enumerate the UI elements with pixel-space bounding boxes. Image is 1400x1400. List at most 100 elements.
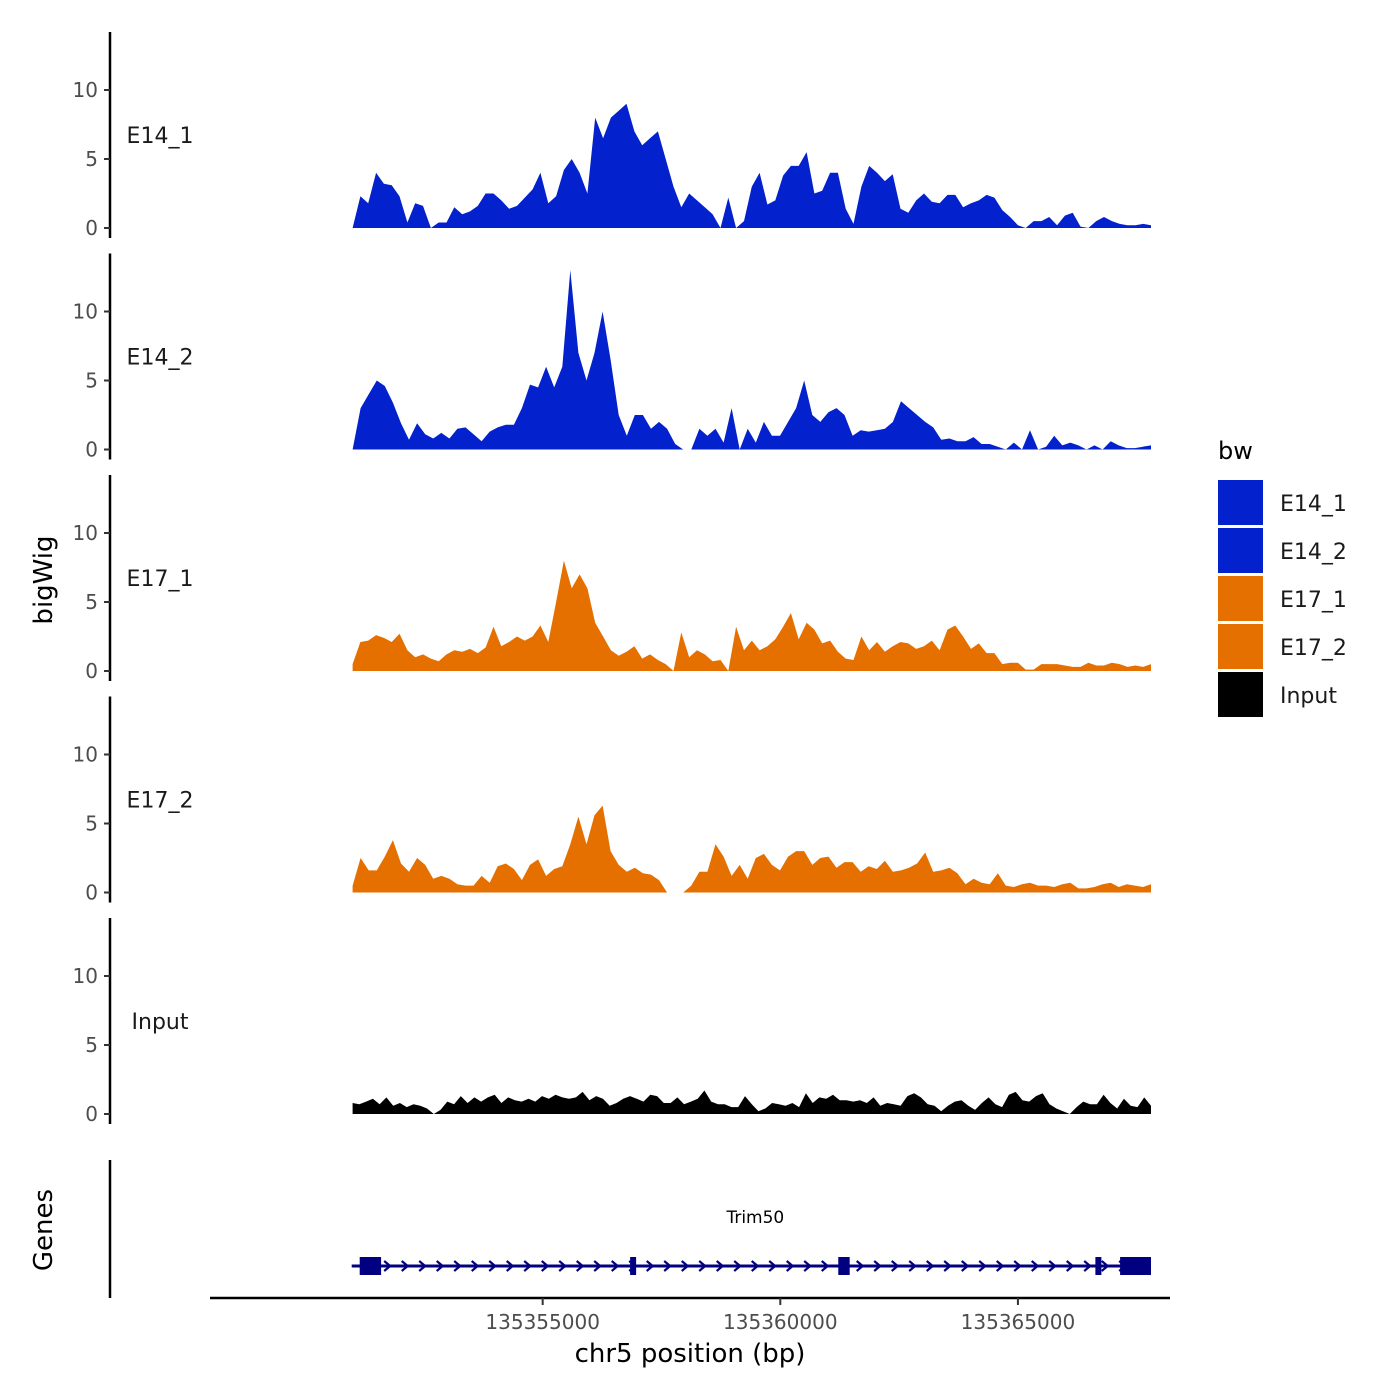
strand-arrow bbox=[645, 1260, 655, 1272]
legend: bw E14_1 E14_2 E17_1 E17_2 Input bbox=[1218, 437, 1347, 717]
legend-swatch bbox=[1218, 624, 1263, 669]
track-label: E14_2 bbox=[127, 346, 194, 371]
track-E14_2: 0 5 10 E14_2 bbox=[73, 253, 1152, 462]
strand-arrow bbox=[558, 1260, 567, 1272]
strand-arrow bbox=[1065, 1260, 1075, 1272]
legend-title: bw bbox=[1218, 437, 1253, 465]
strand-arrow bbox=[470, 1260, 480, 1272]
strand-arrow bbox=[978, 1260, 987, 1272]
strand-arrow bbox=[803, 1260, 812, 1272]
track-E17_2: 0 5 10 E17_2 bbox=[73, 696, 1152, 905]
y-tick-label: 5 bbox=[85, 590, 98, 614]
strand-arrow bbox=[575, 1260, 585, 1272]
x-axis: 135355000 135360000 135365000 bbox=[210, 1296, 1170, 1334]
y-tick-label: 10 bbox=[73, 78, 98, 102]
strand-arrow bbox=[610, 1260, 620, 1272]
strand-arrow bbox=[1048, 1260, 1057, 1272]
track-label: E17_2 bbox=[127, 789, 194, 814]
signal-area-E17_1 bbox=[352, 560, 1152, 671]
strand-arrow bbox=[768, 1260, 777, 1272]
x-tick-label: 135355000 bbox=[485, 1310, 600, 1334]
strand-arrow bbox=[995, 1260, 1005, 1272]
track-label: E17_1 bbox=[127, 567, 194, 592]
legend-label: E17_2 bbox=[1280, 636, 1347, 661]
strand-arrow bbox=[715, 1260, 725, 1272]
y-axis-title: bigWig bbox=[29, 535, 59, 624]
y-tick-label: 0 bbox=[85, 438, 98, 462]
strand-arrow bbox=[663, 1260, 672, 1272]
genes-panel: Trim50 bbox=[108, 1160, 1151, 1298]
strand-arrow bbox=[453, 1260, 462, 1272]
legend-swatch bbox=[1218, 576, 1263, 621]
y-tick-label: 10 bbox=[73, 743, 98, 767]
strand-arrow bbox=[925, 1260, 935, 1272]
gene-exon bbox=[838, 1257, 850, 1275]
signal-area-E14_1 bbox=[352, 103, 1152, 228]
y-tick-label: 0 bbox=[85, 659, 98, 683]
strand-arrow bbox=[873, 1260, 882, 1272]
strand-arrow bbox=[750, 1260, 760, 1272]
genes-track-title: Genes bbox=[29, 1189, 59, 1271]
strand-arrow bbox=[1013, 1260, 1022, 1272]
legend-label: E14_2 bbox=[1280, 540, 1347, 565]
track-E17_1: 0 5 10 E17_1 bbox=[73, 475, 1152, 683]
strand-arrow bbox=[698, 1260, 707, 1272]
strand-arrow bbox=[733, 1260, 742, 1272]
y-tick-label: 0 bbox=[85, 1102, 98, 1126]
signal-area-E14_2 bbox=[352, 270, 1152, 450]
strand-arrow bbox=[1030, 1260, 1040, 1272]
y-tick-label: 0 bbox=[85, 881, 98, 905]
strand-arrow bbox=[855, 1260, 865, 1272]
legend-label: E17_1 bbox=[1280, 588, 1347, 613]
strand-arrow bbox=[785, 1260, 795, 1272]
signal-area-E17_2 bbox=[352, 805, 1152, 893]
x-axis-title: chr5 position (bp) bbox=[575, 1339, 806, 1369]
strand-arrow bbox=[890, 1260, 900, 1272]
strand-arrow bbox=[820, 1260, 830, 1272]
y-tick-label: 5 bbox=[85, 147, 98, 171]
legend-entry-E17_1: E17_1 bbox=[1218, 576, 1347, 621]
track-label: Input bbox=[132, 1010, 189, 1035]
gene-name-label: Trim50 bbox=[725, 1208, 784, 1228]
strand-arrow bbox=[435, 1260, 445, 1272]
strand-arrow bbox=[960, 1260, 970, 1272]
legend-label: E14_1 bbox=[1280, 492, 1347, 517]
strand-arrow bbox=[488, 1260, 497, 1272]
signal-area-Input bbox=[352, 1090, 1152, 1114]
y-tick-label: 10 bbox=[73, 521, 98, 545]
y-tick-label: 5 bbox=[85, 812, 98, 836]
y-tick-label: 0 bbox=[85, 216, 98, 240]
y-tick-label: 5 bbox=[85, 369, 98, 393]
x-tick-label: 135360000 bbox=[723, 1310, 838, 1334]
strand-arrow bbox=[908, 1260, 917, 1272]
legend-swatch bbox=[1218, 672, 1263, 717]
strand-arrow bbox=[400, 1260, 410, 1272]
strand-arrow bbox=[505, 1260, 515, 1272]
legend-swatch bbox=[1218, 528, 1263, 573]
gene-exon bbox=[1095, 1257, 1102, 1275]
y-tick-label: 5 bbox=[85, 1033, 98, 1057]
strand-arrow bbox=[943, 1260, 952, 1272]
strand-arrow bbox=[418, 1260, 427, 1272]
legend-entry-Input: Input bbox=[1218, 672, 1337, 717]
track-E14_1: 0 5 10 E14_1 bbox=[73, 32, 1152, 240]
x-tick-label: 135365000 bbox=[961, 1310, 1076, 1334]
track-Input: 0 5 10 Input bbox=[73, 918, 1152, 1126]
legend-swatch bbox=[1218, 480, 1263, 525]
y-tick-label: 10 bbox=[73, 964, 98, 988]
legend-entry-E17_2: E17_2 bbox=[1218, 624, 1347, 669]
gene-exon bbox=[359, 1257, 382, 1275]
strand-arrow bbox=[540, 1260, 550, 1272]
y-tick-label: 10 bbox=[73, 300, 98, 324]
strand-arrow bbox=[1083, 1260, 1092, 1272]
strand-arrow bbox=[383, 1260, 392, 1272]
strand-arrow bbox=[1100, 1260, 1110, 1272]
strand-arrow bbox=[523, 1260, 532, 1272]
strand-arrow bbox=[593, 1260, 602, 1272]
strand-arrow bbox=[680, 1260, 690, 1272]
legend-entry-E14_2: E14_2 bbox=[1218, 528, 1347, 573]
bigwig-tracks: 0 5 10 E14_1 0 5 10 E14_2 0 5 10 E17_1 0 5 10 E17_2 0 5 10… bbox=[73, 32, 1152, 1126]
legend-label: Input bbox=[1280, 684, 1337, 709]
track-label: E14_1 bbox=[127, 124, 194, 149]
